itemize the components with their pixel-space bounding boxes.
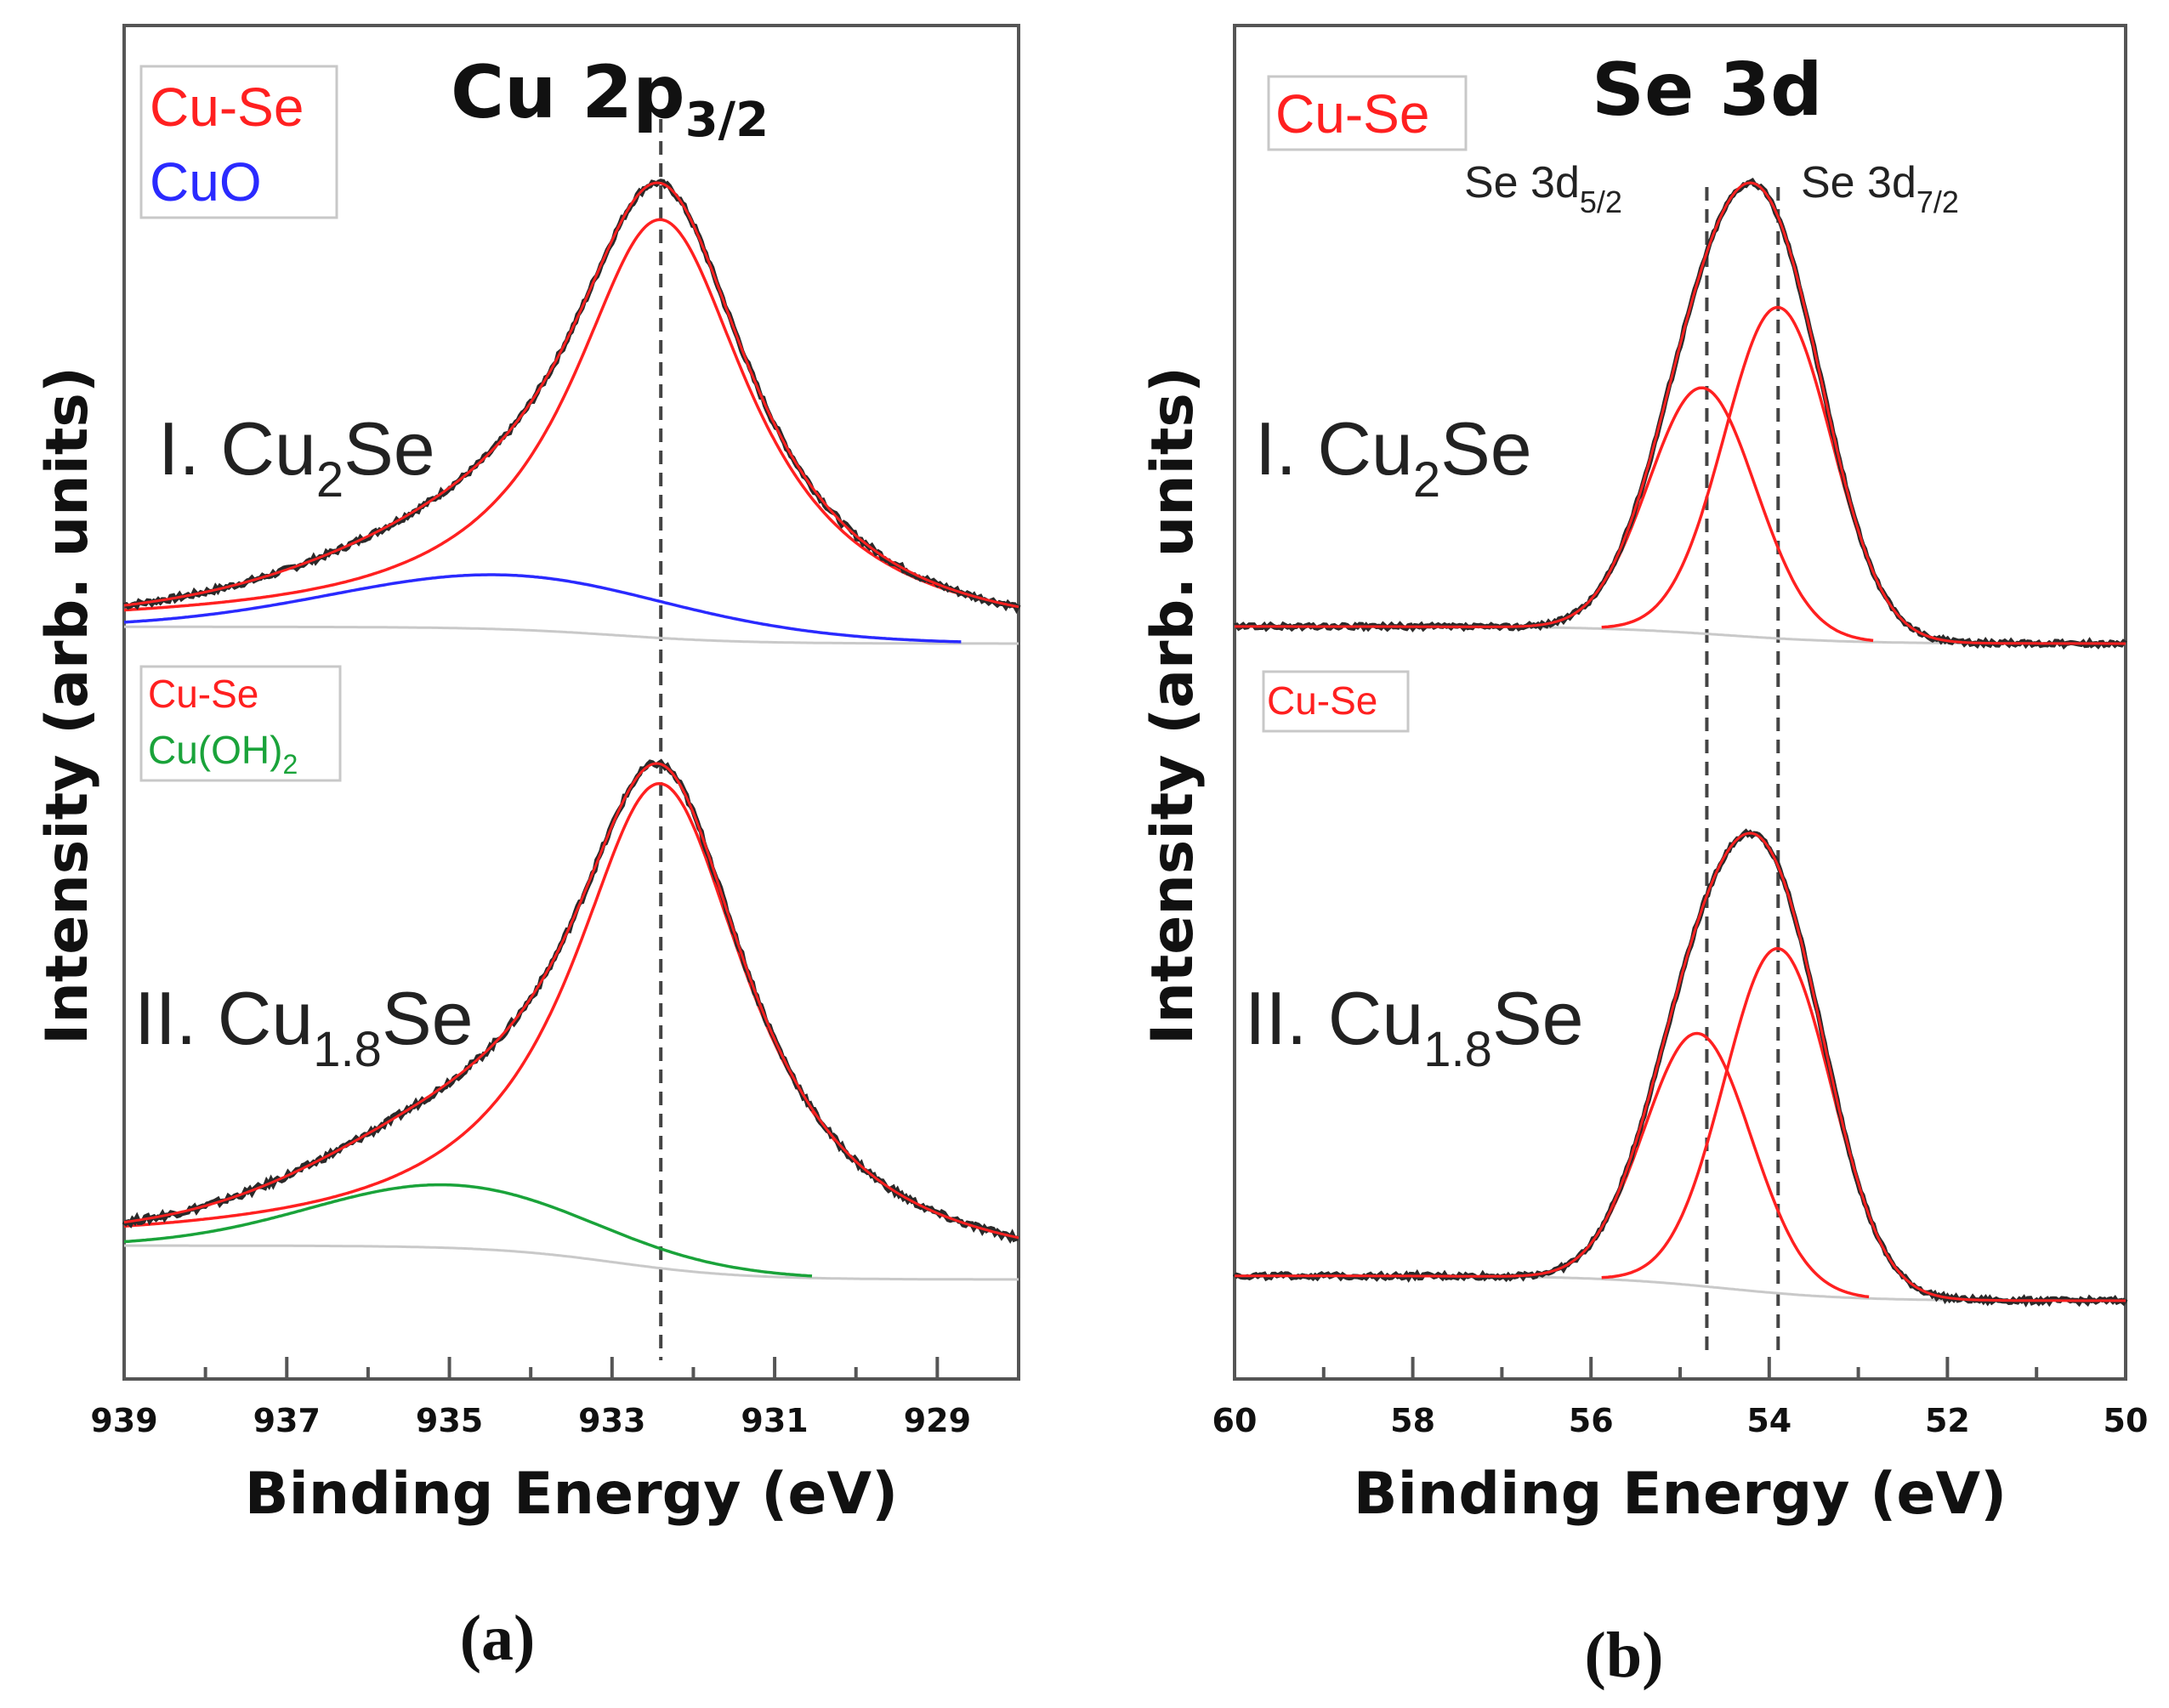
component-cu-se	[123, 218, 1019, 612]
x-tick-label: 937	[253, 1402, 321, 1439]
x-tick-label: 52	[1925, 1402, 1970, 1439]
panel-a-spectrum-cu2se	[123, 179, 1021, 645]
x-tick-label: 54	[1746, 1402, 1791, 1439]
component-cu-oh-2	[123, 1183, 813, 1278]
panel-b-reference-lines	[1705, 187, 1780, 1359]
panel-b-x-axis-title: Binding Energy (eV)	[1354, 1461, 2007, 1528]
legend-entry-cu-se: Cu-Se	[150, 77, 304, 138]
panel-a-x-tick-labels: 939 937 935 933 931 929	[90, 1402, 971, 1439]
component-cuo	[123, 573, 962, 644]
panel-b-x-ticks	[1233, 1357, 2127, 1379]
panel-a-frame	[122, 24, 1020, 1381]
panel-a-x-axis-title: Binding Energy (eV)	[245, 1461, 898, 1528]
panel-a-x-ticks	[122, 1357, 940, 1379]
panel-a-title: Cu 2p3/2	[451, 50, 769, 148]
legend-entry-cuo: CuO	[150, 151, 262, 213]
background-line	[124, 625, 1019, 645]
x-tick-label: 929	[904, 1402, 971, 1439]
x-tick-label: 50	[2104, 1402, 2149, 1439]
panel-a-spectrum-cu18se	[122, 758, 1019, 1281]
x-tick-label: 933	[578, 1402, 645, 1439]
fit-envelope-line	[1235, 181, 2126, 645]
sample-label-cu18se: II. Cu1.8Se	[134, 976, 474, 1077]
panel-b-caption: (b)	[1585, 1620, 1664, 1691]
legend-entry-cuoh2: Cu(OH)2	[148, 728, 298, 780]
fit-envelope-line	[123, 181, 1019, 609]
x-tick-label: 56	[1569, 1402, 1614, 1439]
sample-label-cu18se: II. Cu1.8Se	[1245, 976, 1584, 1077]
panel-b-legend-bottom: Cu-Se	[1262, 670, 1410, 733]
panel-b-spectrum-cu18se	[1232, 828, 2128, 1308]
peak-label-se3d52: Se 3d5/2	[1464, 158, 1622, 219]
legend-entry-cu-se: Cu-Se	[1267, 678, 1377, 723]
background-line	[124, 1244, 1019, 1281]
sample-label-cu2se: I. Cu2Se	[158, 406, 435, 508]
legend-entry-cu-se: Cu-Se	[148, 672, 258, 716]
legend-box	[139, 65, 338, 219]
panel-b: 60 58 56 54 52 50 Se 3d Cu-Se Cu-Se Se 3d5/2 …	[1139, 24, 2149, 1691]
peak-label-se3d72: Se 3d7/2	[1801, 158, 1959, 219]
fit-envelope-line	[123, 762, 1019, 1240]
panel-b-spectrum-cu2se	[1234, 178, 2127, 650]
sample-label-cu2se: I. Cu2Se	[1255, 406, 1532, 508]
x-tick-label: 60	[1212, 1402, 1258, 1439]
panel-a: 939 937 935 933 931 929 Cu 2p3/2 Cu-Se CuO Cu…	[34, 24, 1021, 1674]
panel-a-y-axis-title: Intensity (arb. units)	[34, 366, 101, 1045]
panel-b-y-axis-title: Intensity (arb. units)	[1139, 366, 1207, 1045]
panel-a-legend-top: Cu-Se CuO	[139, 65, 338, 219]
background-line	[1235, 1274, 2126, 1302]
fit-envelope-line	[1235, 831, 2126, 1302]
legend-entry-cu-se: Cu-Se	[1275, 83, 1429, 145]
panel-b-title: Se 3d	[1592, 48, 1823, 133]
x-tick-label: 58	[1390, 1402, 1435, 1439]
panel-b-legend-top: Cu-Se	[1267, 75, 1468, 151]
panel-b-x-tick-labels: 60 58 56 54 52 50	[1212, 1402, 2149, 1439]
x-tick-label: 935	[416, 1402, 483, 1439]
raw-data-line	[123, 179, 1021, 615]
x-tick-label: 931	[741, 1402, 808, 1439]
legend-box	[1267, 75, 1468, 151]
raw-data-line	[1232, 828, 2128, 1308]
x-tick-label: 939	[90, 1402, 157, 1439]
legend-box	[139, 665, 342, 782]
panel-a-legend-bottom: Cu-Se Cu(OH)2	[139, 665, 342, 782]
panel-a-caption: (a)	[460, 1603, 536, 1674]
legend-box	[1262, 670, 1410, 733]
